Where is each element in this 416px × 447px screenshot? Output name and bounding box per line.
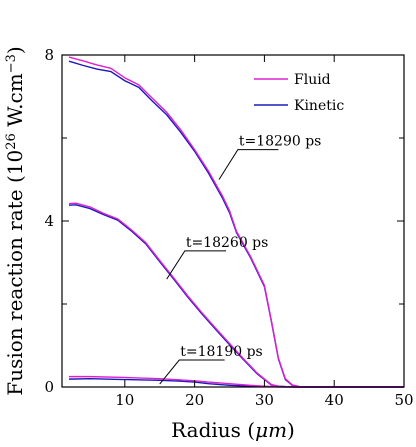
annotation-leader-1 bbox=[166, 250, 227, 280]
annotation-leader-2 bbox=[159, 359, 225, 385]
annotation-leader-0 bbox=[218, 149, 279, 180]
annotation-label-1: t=18260 ps bbox=[186, 235, 269, 251]
x-tick-label: 20 bbox=[185, 391, 204, 409]
x-tick-label: 30 bbox=[255, 391, 274, 409]
x-tick-label: 10 bbox=[115, 391, 134, 409]
x-tick-label: 40 bbox=[325, 391, 344, 409]
x-axis-label: Radius (μm) bbox=[171, 418, 295, 442]
legend-label-fluid: Fluid bbox=[294, 72, 331, 88]
y-tick-label: 0 bbox=[44, 378, 54, 396]
y-tick-label: 4 bbox=[44, 212, 54, 230]
kinetic-line-0 bbox=[68, 60, 404, 388]
legend: Fluid Kinetic bbox=[254, 72, 344, 114]
annotation-layer: t=18290 ps t=18260 ps t=18190 ps bbox=[159, 134, 322, 385]
kinetic-line-2 bbox=[68, 377, 404, 388]
legend-label-kinetic: Kinetic bbox=[294, 98, 344, 114]
y-tick-label: 8 bbox=[44, 46, 54, 64]
tick-layer: 10 20 30 40 50 0 4 8 bbox=[44, 46, 413, 409]
y-axis-label: Fusion reaction rate (1026 W.cm−3) bbox=[3, 46, 27, 395]
series-layer bbox=[68, 56, 404, 388]
annotation-label-2: t=18190 ps bbox=[180, 344, 263, 360]
x-tick-label: 50 bbox=[394, 391, 413, 409]
annotation-label-0: t=18290 ps bbox=[239, 134, 322, 150]
